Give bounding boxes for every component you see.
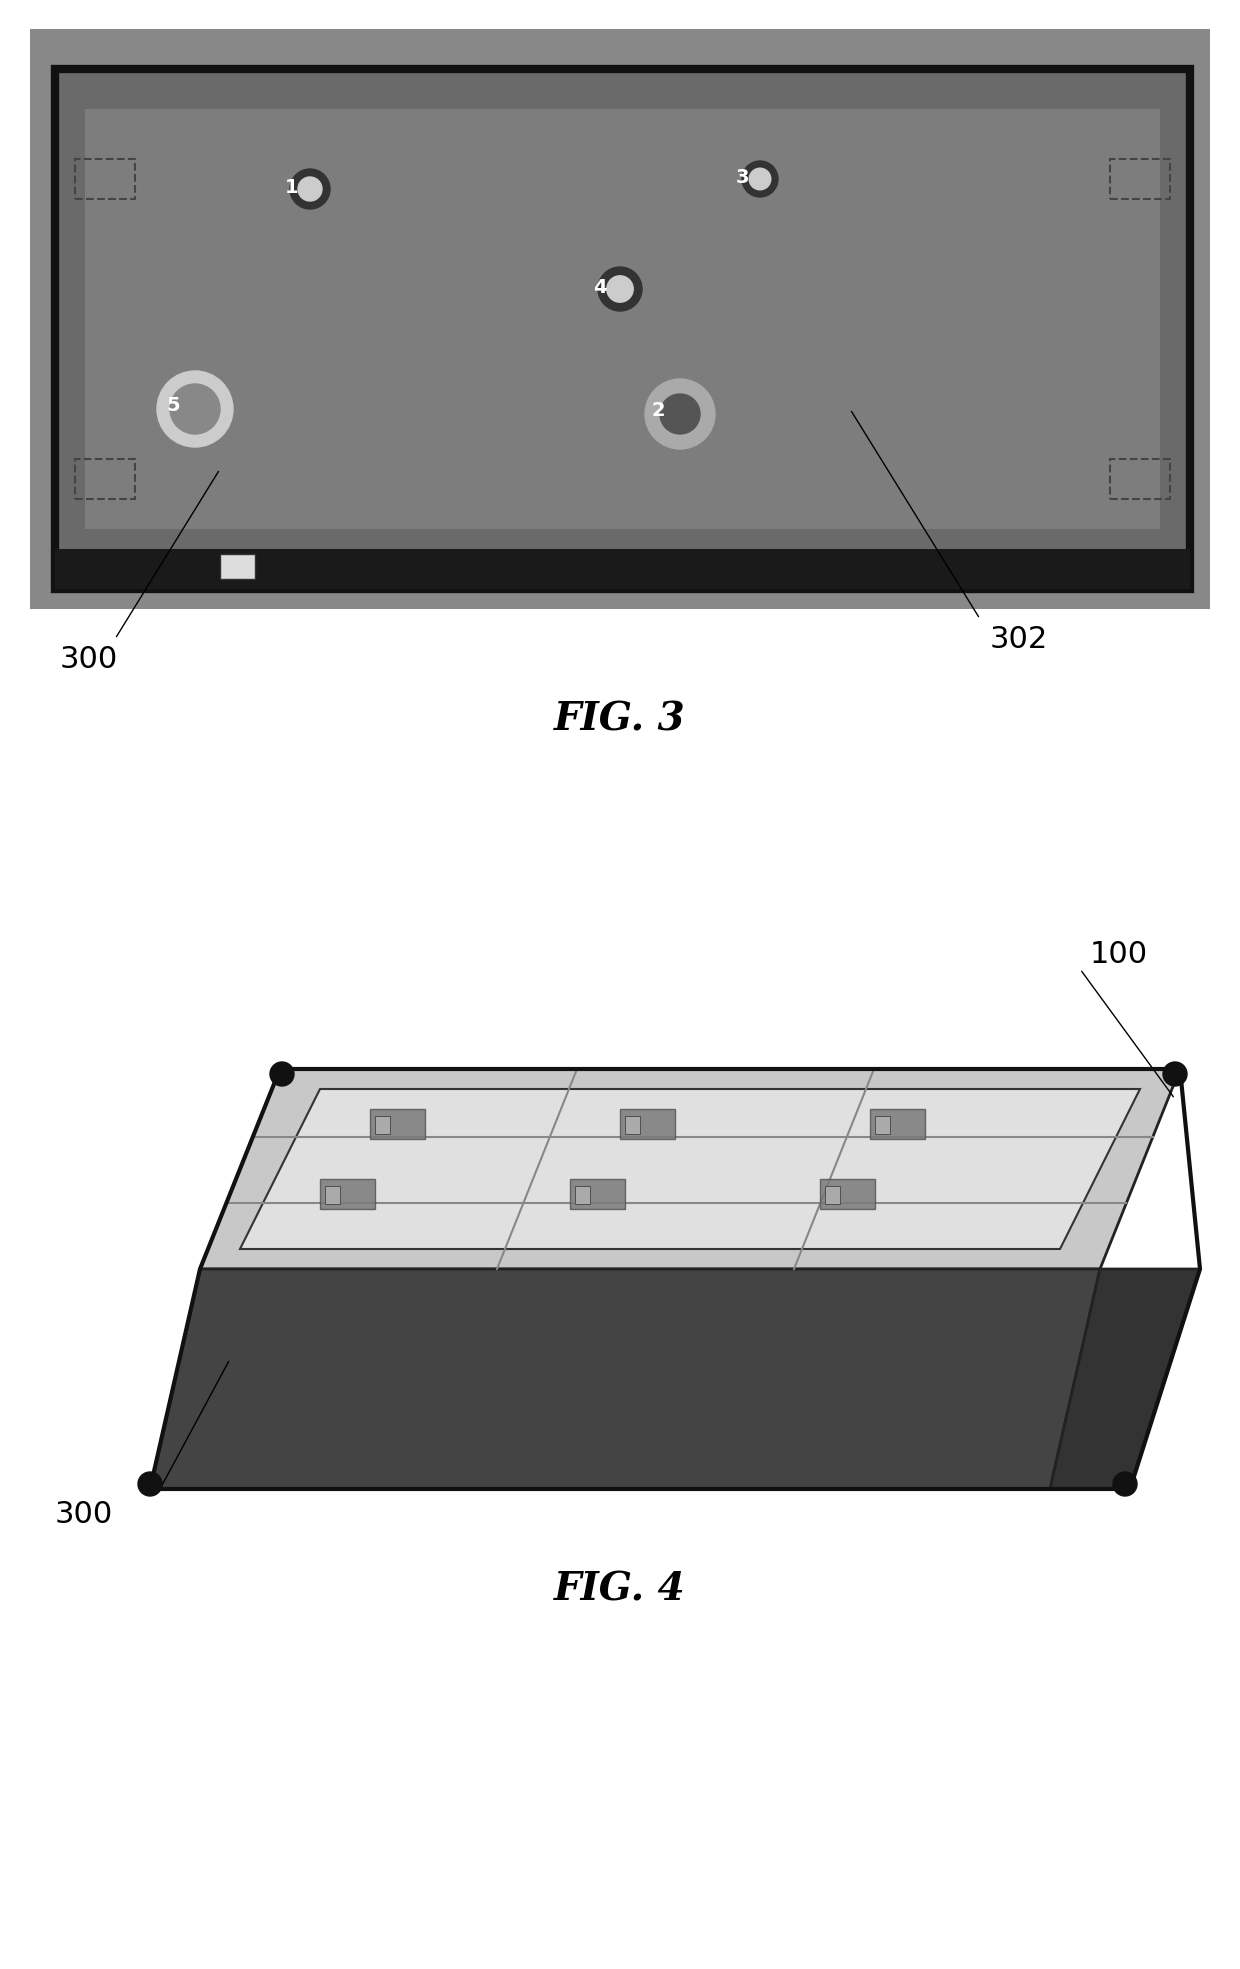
Polygon shape [150, 1268, 1100, 1489]
Circle shape [742, 161, 777, 197]
Bar [1110, 159, 1171, 199]
Polygon shape [1050, 1268, 1200, 1489]
Text: 2: 2 [651, 400, 665, 419]
Bar [820, 1179, 875, 1209]
Bar [74, 459, 135, 498]
Bar [570, 1179, 625, 1209]
Circle shape [270, 1061, 294, 1087]
Bar [55, 549, 1190, 589]
Bar [325, 1185, 340, 1203]
Bar [86, 108, 1159, 530]
Text: 1: 1 [285, 177, 299, 197]
Text: FIG. 4: FIG. 4 [554, 1569, 686, 1609]
Circle shape [170, 384, 219, 433]
Circle shape [157, 370, 233, 447]
Text: 300: 300 [55, 1500, 113, 1528]
Text: 100: 100 [1090, 939, 1148, 969]
Bar [870, 1109, 925, 1138]
Bar [370, 1109, 425, 1138]
Bar [1110, 459, 1171, 498]
Bar [825, 1185, 839, 1203]
Circle shape [645, 378, 715, 449]
Text: 5: 5 [166, 396, 180, 415]
Bar [575, 1185, 590, 1203]
Circle shape [598, 268, 642, 311]
Circle shape [606, 276, 634, 301]
Circle shape [138, 1473, 162, 1496]
Bar [30, 30, 1210, 608]
Polygon shape [200, 1069, 1180, 1268]
Circle shape [660, 394, 701, 433]
Text: 302: 302 [990, 624, 1048, 654]
Circle shape [298, 177, 322, 201]
Bar [875, 1116, 890, 1134]
Text: 300: 300 [60, 644, 118, 673]
Bar [620, 1109, 675, 1138]
Bar [374, 1116, 391, 1134]
Circle shape [749, 167, 771, 189]
Bar [74, 159, 135, 199]
Bar [55, 69, 1190, 589]
Circle shape [290, 169, 330, 209]
Polygon shape [241, 1089, 1140, 1248]
Bar [625, 1116, 640, 1134]
Bar [320, 1179, 374, 1209]
Text: FIG. 3: FIG. 3 [554, 701, 686, 738]
Circle shape [1114, 1473, 1137, 1496]
Bar [219, 553, 255, 579]
Circle shape [1163, 1061, 1187, 1087]
Text: 3: 3 [735, 167, 749, 187]
Text: 4: 4 [593, 278, 606, 297]
Bar [55, 69, 1190, 589]
